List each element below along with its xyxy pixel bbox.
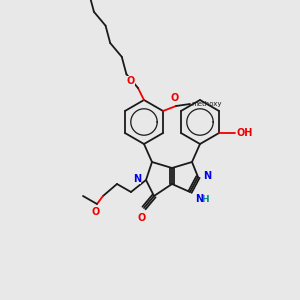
Text: N: N [195, 194, 203, 204]
Text: OH: OH [236, 128, 252, 138]
Text: O: O [127, 76, 135, 86]
Text: O: O [138, 213, 146, 223]
Text: H: H [201, 196, 208, 205]
Text: O: O [171, 93, 179, 103]
Text: methoxy: methoxy [191, 101, 222, 107]
Text: N: N [203, 171, 211, 181]
Text: N: N [133, 174, 141, 184]
Text: O: O [92, 207, 100, 217]
